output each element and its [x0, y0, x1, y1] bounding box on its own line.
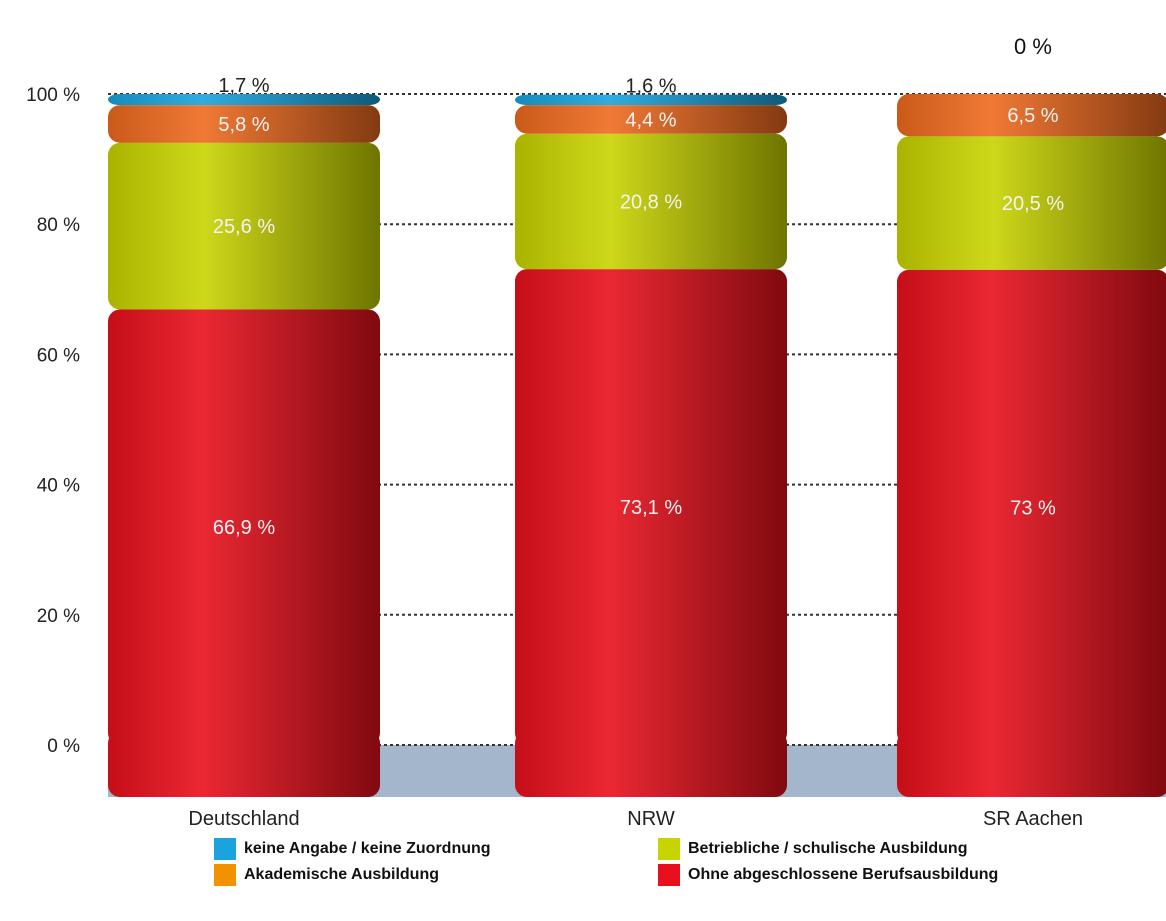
legend-item-ohne: Ohne abgeschlossene Berufsausbildung	[658, 864, 998, 886]
value-label-sr-aachen-betriebliche-schulische-ausbildung: 20,5 %	[1002, 193, 1064, 215]
value-label-nrw-ohne-abgeschlossene-berufsausbildung: 73,1 %	[620, 497, 682, 519]
value-label-sr-aachen-keine-angabe-keine-zuordnung: 0 %	[1014, 34, 1052, 59]
legend-label-keine-angabe: keine Angabe / keine Zuordnung	[244, 840, 491, 857]
legend-item-akademische: Akademische Ausbildung	[214, 864, 439, 886]
value-label-deutschland-keine-angabe-keine-zuordnung: 1,7 %	[218, 75, 269, 97]
y-tick-label-40: 40 %	[37, 476, 80, 497]
y-tick-label-60: 60 %	[37, 345, 80, 366]
bar-nrw-keine-angabe-keine-zuordnung	[515, 94, 787, 106]
legend-swatch-akademische	[214, 864, 236, 886]
legend-label-akademische: Akademische Ausbildung	[244, 866, 439, 883]
bar-nrw-betriebliche-schulische-ausbildung	[515, 133, 787, 270]
bar-deutschland-akademische-ausbildung	[108, 105, 380, 143]
legend-swatch-keine-angabe	[214, 838, 236, 860]
y-tick-label-100: 100 %	[26, 85, 80, 106]
value-label-deutschland-betriebliche-schulische-ausbildung: 25,6 %	[213, 216, 275, 238]
legend-item-keine-angabe: keine Angabe / keine Zuordnung	[214, 838, 491, 860]
bar-sr-aachen-betriebliche-schulische-ausbildung	[897, 136, 1166, 270]
y-tick-label-20: 20 %	[37, 606, 80, 627]
bar-base-deutschland	[108, 731, 380, 797]
legend-swatch-ohne	[658, 864, 680, 886]
legend: keine Angabe / keine Zuordnung Betriebli…	[214, 838, 1114, 918]
value-label-nrw-keine-angabe-keine-zuordnung: 1,6 %	[625, 76, 676, 98]
value-label-deutschland-ohne-abgeschlossene-berufsausbildung: 66,9 %	[213, 517, 275, 539]
bar-deutschland-betriebliche-schulische-ausbildung	[108, 142, 380, 310]
legend-item-betriebliche: Betriebliche / schulische Ausbildung	[658, 838, 967, 860]
value-label-sr-aachen-akademische-ausbildung: 6,5 %	[1007, 105, 1058, 127]
legend-label-ohne: Ohne abgeschlossene Berufsausbildung	[688, 866, 999, 883]
value-label-nrw-betriebliche-schulische-ausbildung: 20,8 %	[620, 191, 682, 213]
category-label-sr-aachen: SR Aachen	[983, 808, 1083, 830]
legend-swatch-betriebliche	[658, 838, 680, 860]
category-label-deutschland: Deutschland	[188, 808, 299, 830]
value-label-nrw-akademische-ausbildung: 4,4 %	[625, 109, 676, 131]
category-label-nrw: NRW	[627, 808, 675, 830]
bar-deutschland-ohne-abgeschlossene-berufsausbildung	[108, 309, 380, 745]
value-label-sr-aachen-ohne-abgeschlossene-berufsausbildung: 73 %	[1010, 497, 1056, 519]
y-tick-label-80: 80 %	[37, 215, 80, 236]
bar-sr-aachen-ohne-abgeschlossene-berufsausbildung	[897, 269, 1166, 745]
legend-label-betriebliche: Betriebliche / schulische Ausbildung	[688, 840, 968, 857]
y-tick-label-0: 0 %	[47, 736, 80, 757]
bar-nrw-akademische-ausbildung	[515, 105, 787, 134]
bar-sr-aachen-akademische-ausbildung	[897, 94, 1166, 137]
value-label-deutschland-akademische-ausbildung: 5,8 %	[218, 114, 269, 136]
bar-base-nrw	[515, 731, 787, 797]
bar-nrw-ohne-abgeschlossene-berufsausbildung	[515, 269, 787, 745]
bar-base-sr-aachen	[897, 731, 1166, 797]
bar-deutschland-keine-angabe-keine-zuordnung	[108, 94, 380, 106]
